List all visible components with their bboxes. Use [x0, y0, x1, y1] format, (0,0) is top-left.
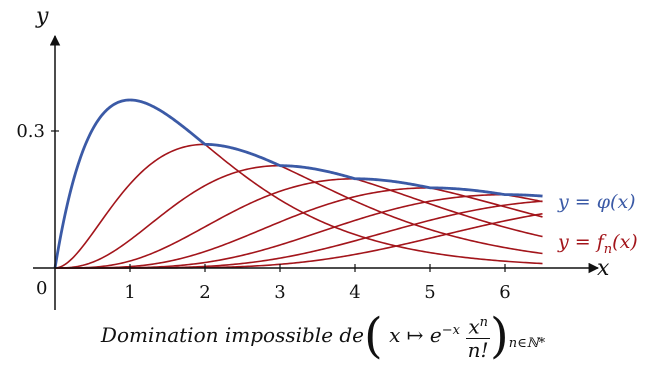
fn-curve-3	[55, 164, 543, 269]
fn-curve-2	[54, 143, 543, 269]
legend-phi: y = φ(x)	[557, 191, 636, 213]
x-tick-label-3: 3	[274, 282, 285, 303]
x-axis-label: x	[597, 256, 610, 281]
x-tick-label-5: 5	[424, 282, 435, 303]
caption-lead: Domination impossible de	[100, 322, 365, 347]
caption-num-exp: n	[479, 315, 488, 330]
caption-fraction: xn n!	[466, 312, 490, 361]
legend-fn-sub: n	[604, 242, 612, 257]
caption-open-paren: (	[364, 307, 383, 364]
legend-fn-func: f	[595, 231, 607, 253]
legend-fn: y = fn(x)	[557, 231, 638, 257]
legend-phi-func: φ(x)	[597, 191, 636, 213]
ticks: 1 2 3 4 5 6 0.3	[16, 121, 510, 303]
x-tick-label-2: 2	[199, 282, 210, 303]
chart-caption: Domination impossible de( x ↦ e−x xn n! …	[0, 312, 646, 361]
fn-curve-4	[55, 177, 543, 269]
fn-curve-6	[55, 193, 543, 269]
x-tick-label-1: 1	[124, 282, 135, 303]
legend-fn-prefix: y =	[557, 231, 597, 253]
caption-num: x	[468, 314, 480, 339]
phi-curve	[53, 98, 543, 269]
legend-fn-arg: (x)	[612, 231, 638, 253]
y-tick-label-0.3: 0.3	[16, 121, 45, 142]
caption-close-paren: )	[489, 307, 509, 364]
x-tick-label-6: 6	[499, 282, 510, 303]
caption-sub: n∈ℕ*	[508, 335, 546, 351]
x-tick-label-4: 4	[349, 282, 360, 303]
caption-den: n!	[467, 337, 489, 362]
caption-exp: −x	[441, 323, 460, 339]
caption-map: x ↦ e	[389, 322, 442, 347]
chart: 1 2 3 4 5 6 0.3 x y 0 y = φ(x) y = fn(x)	[16, 4, 638, 310]
origin-label: 0	[36, 278, 47, 299]
y-axis-label: y	[35, 4, 49, 29]
fn-curve-5	[55, 187, 543, 269]
fn-curve-1	[54, 99, 543, 269]
curves	[53, 98, 543, 269]
legend-phi-prefix: y =	[557, 191, 597, 213]
